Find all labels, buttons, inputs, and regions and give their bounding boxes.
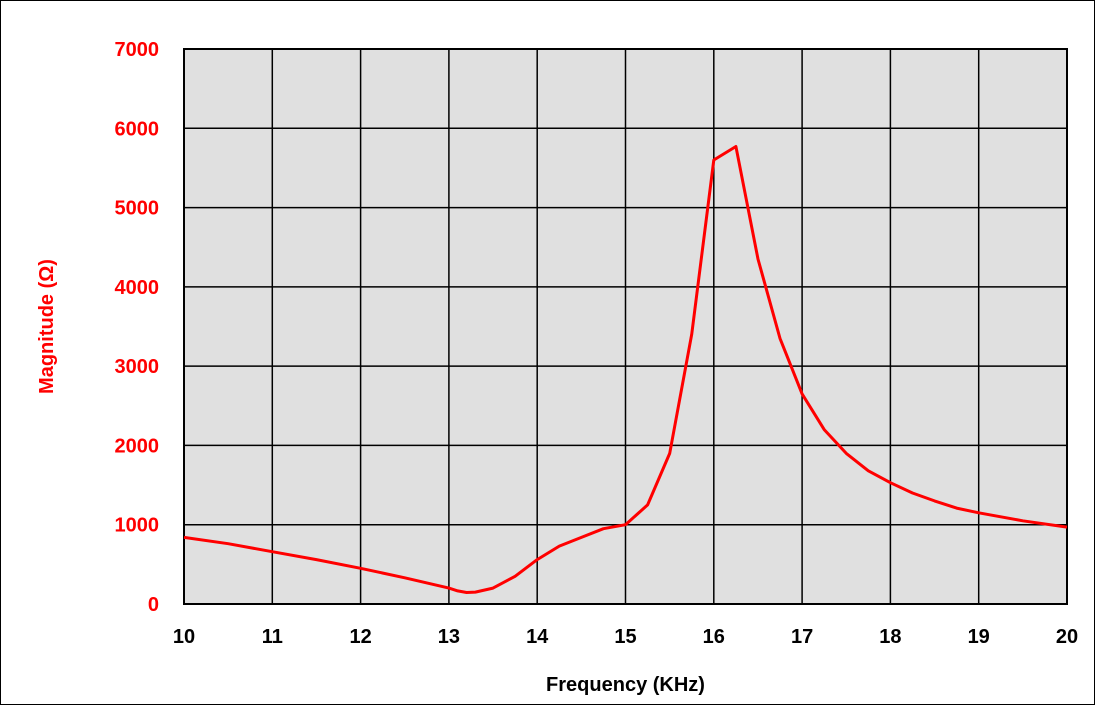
y-tick-label: 6000 — [115, 118, 160, 140]
y-axis-ticks: 0 1000 2000 3000 4000 5000 6000 7000 — [115, 39, 160, 616]
x-axis-title: Frequency (KHz) — [546, 674, 705, 696]
x-tick-label: 20 — [1056, 626, 1078, 648]
y-tick-label: 0 — [148, 594, 159, 616]
x-tick-label: 19 — [968, 626, 990, 648]
x-tick-label: 11 — [262, 626, 283, 648]
x-tick-label: 10 — [173, 626, 195, 648]
x-tick-label: 17 — [791, 626, 813, 648]
y-tick-label: 3000 — [115, 356, 160, 378]
y-tick-label: 2000 — [115, 435, 160, 457]
y-tick-label: 5000 — [115, 198, 160, 220]
x-tick-label: 12 — [349, 626, 371, 648]
x-tick-label: 13 — [438, 626, 460, 648]
x-tick-label: 16 — [703, 626, 725, 648]
x-tick-label: 18 — [879, 626, 901, 648]
x-tick-label: 14 — [526, 626, 549, 648]
data-layer — [183, 145, 1068, 594]
series-line — [183, 145, 1068, 594]
y-axis-title: Magnitude (Ω) — [36, 259, 58, 394]
plot-border — [183, 48, 1068, 605]
y-tick-label: 7000 — [115, 39, 160, 61]
y-tick-label: 4000 — [115, 277, 160, 299]
x-axis-ticks: 10 11 12 13 14 15 16 17 18 19 20 — [173, 626, 1078, 648]
y-tick-label: 1000 — [115, 515, 160, 537]
x-tick-label: 15 — [614, 626, 636, 648]
